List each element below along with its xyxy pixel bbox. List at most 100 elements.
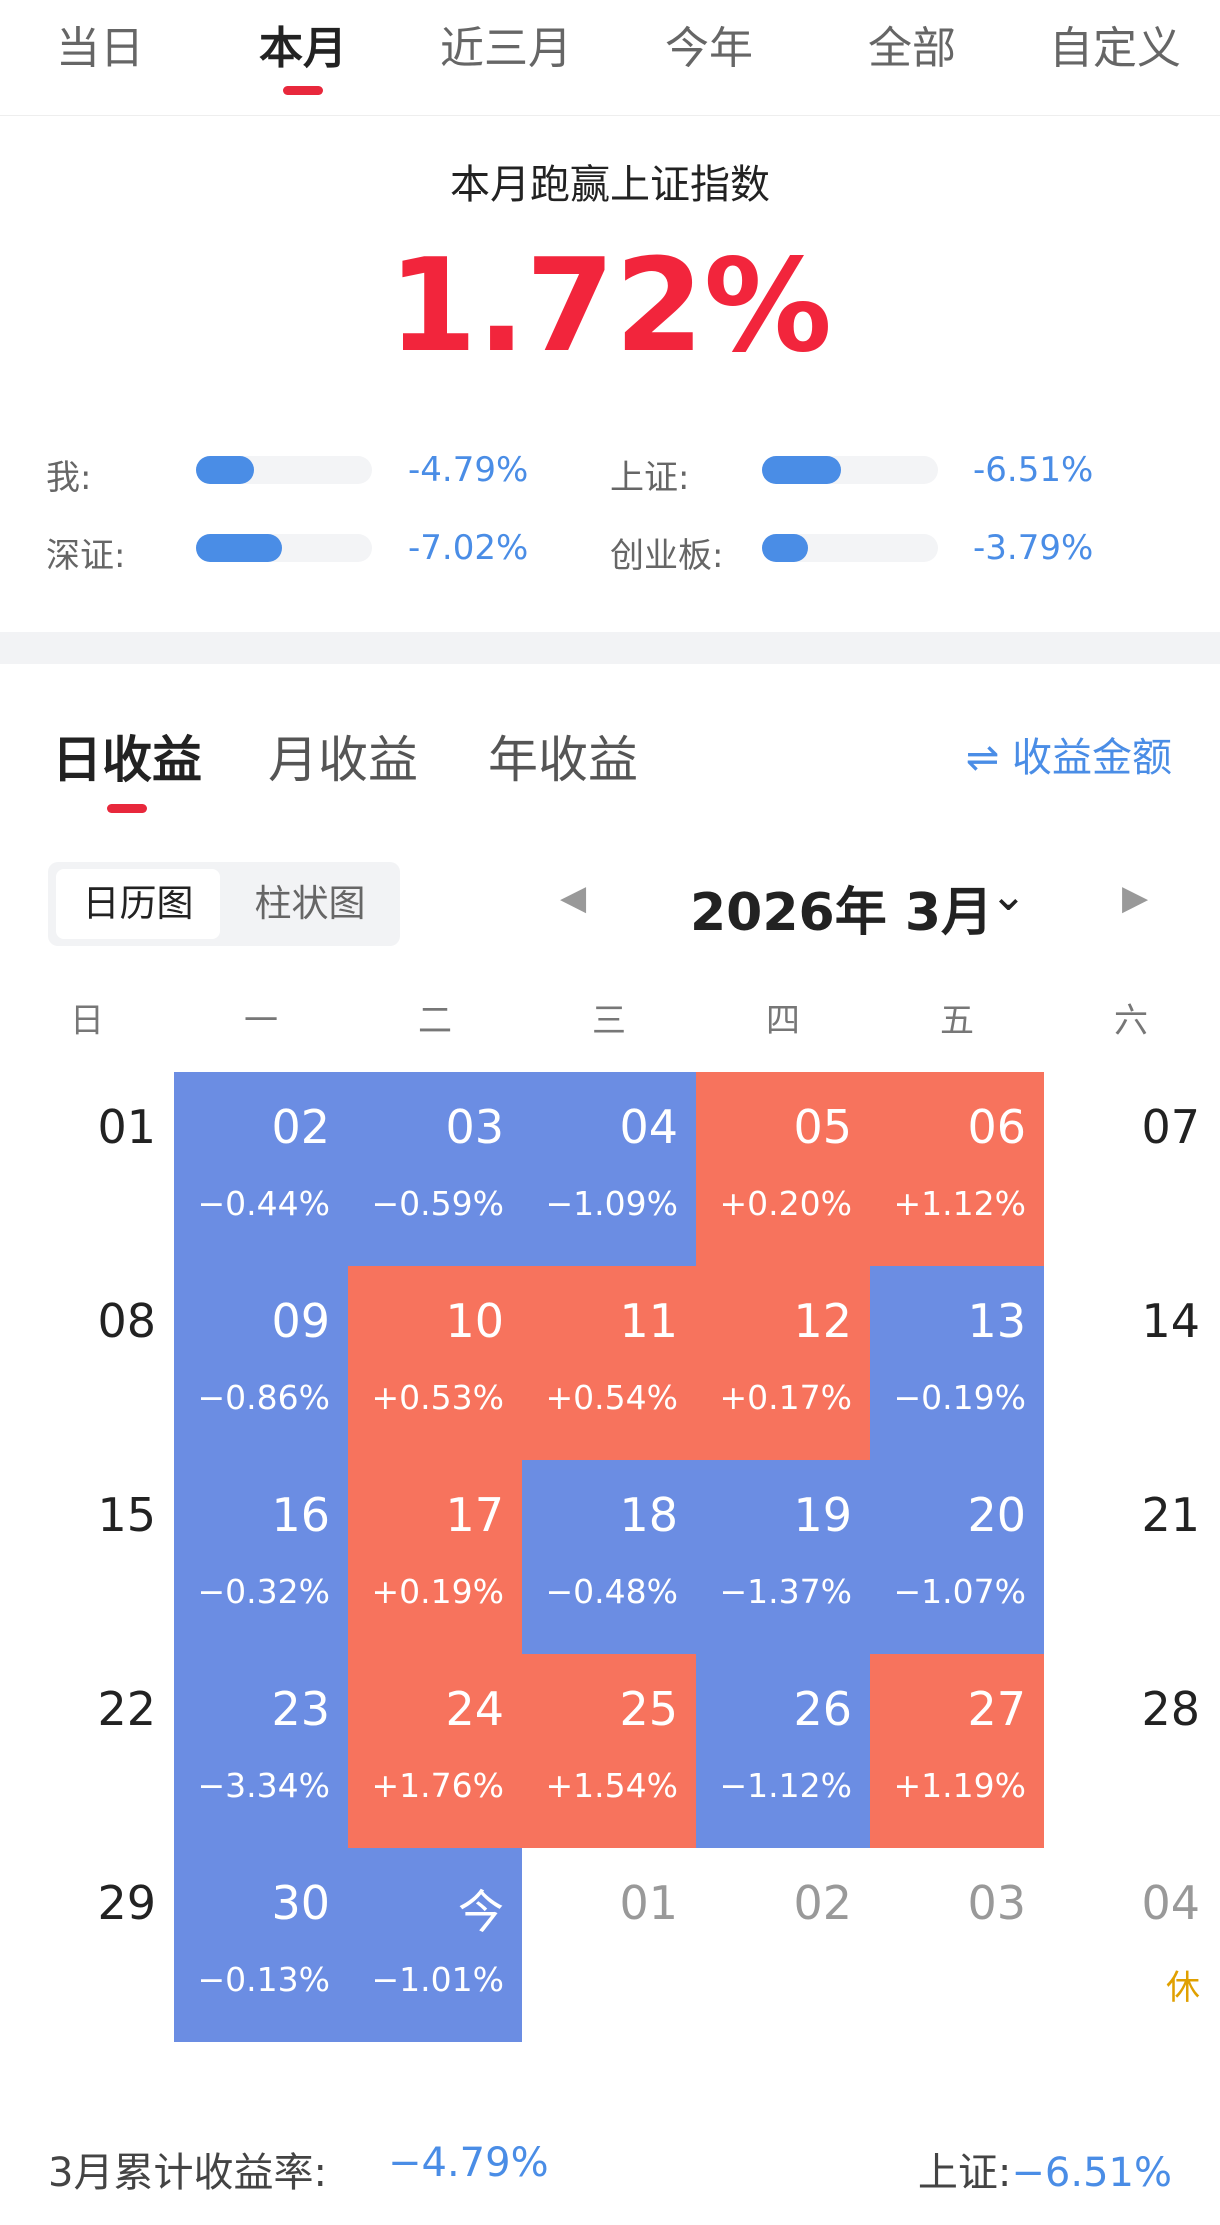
calendar-day-number: 16	[271, 1488, 330, 1542]
calendar-day-cell[interactable]: 05 +0.20%	[696, 1072, 870, 1266]
calendar-day-cell[interactable]: 19 −1.37%	[696, 1460, 870, 1654]
calendar-day-cell[interactable]: 今 −1.01%	[348, 1848, 522, 2042]
calendar-day-number: 21	[1141, 1488, 1200, 1542]
cmp-value-chinext: -3.79%	[973, 528, 1094, 568]
cmp-label-shenzhen: 深证:	[46, 536, 126, 576]
cmp-bar-fill	[762, 534, 808, 562]
cmp-bar-mine	[196, 456, 372, 484]
calendar-day-cell[interactable]: 13 −0.19%	[870, 1266, 1044, 1460]
calendar-day-number: 04	[619, 1100, 678, 1154]
cmp-label-chinext: 创业板:	[610, 536, 724, 576]
index-return-label: 上证:	[917, 2150, 1012, 2196]
tab-all[interactable]: 全部	[868, 23, 956, 74]
calendar-day-number: 01	[619, 1876, 678, 1930]
calendar-day-return: +0.54%	[545, 1378, 678, 1417]
cmp-bar-fill	[762, 456, 842, 484]
calendar-day-cell: 08	[0, 1266, 174, 1460]
cmp-label-shanghai: 上证:	[610, 458, 690, 498]
calendar-day-cell[interactable]: 20 −1.07%	[870, 1460, 1044, 1654]
calendar-day-cell: 14	[1044, 1266, 1218, 1460]
calendar-day-number: 08	[97, 1294, 156, 1348]
calendar-day-number: 04	[1141, 1876, 1200, 1930]
weekday-3: 三	[592, 1001, 626, 1041]
view-toggle: 日历图 柱状图	[48, 862, 400, 946]
calendar-day-cell[interactable]: 02 −0.44%	[174, 1072, 348, 1266]
calendar-day-cell: 22	[0, 1654, 174, 1848]
calendar-day-return: −1.01%	[371, 1960, 504, 1999]
calendar-day-cell[interactable]: 10 +0.53%	[348, 1266, 522, 1460]
calendar-day-cell[interactable]: 03 −0.59%	[348, 1072, 522, 1266]
tab-this-year[interactable]: 今年	[665, 23, 753, 74]
calendar-day-cell[interactable]: 12 +0.17%	[696, 1266, 870, 1460]
calendar-day-cell: 29	[0, 1848, 174, 2042]
calendar-day-number: 05	[793, 1100, 852, 1154]
calendar-day-return: −1.07%	[893, 1572, 1026, 1611]
tab-today[interactable]: 当日	[56, 23, 144, 74]
toggle-amount-label: 收益金额	[1012, 735, 1172, 781]
beat-index-title: 本月跑赢上证指数	[450, 162, 770, 208]
cmp-bar-fill	[196, 534, 283, 562]
toggle-amount-button[interactable]: ⇌ 收益金额	[966, 725, 1172, 783]
calendar-day-number: 02	[793, 1876, 852, 1930]
calendar-day-cell[interactable]: 17 +0.19%	[348, 1460, 522, 1654]
calendar-day-return: +1.54%	[545, 1766, 678, 1805]
calendar-day-number: 25	[619, 1682, 678, 1736]
cmp-value-shenzhen: -7.02%	[408, 528, 529, 568]
calendar-day-return: +0.20%	[719, 1184, 852, 1223]
calendar-day-number: 17	[445, 1488, 504, 1542]
tab-this-month[interactable]: 本月	[259, 23, 347, 74]
calendar-day-cell[interactable]: 09 −0.86%	[174, 1266, 348, 1460]
cumulative-return-label: 3月累计收益率:	[48, 2150, 327, 2196]
calendar-day-cell[interactable]: 06 +1.12%	[870, 1072, 1044, 1266]
triangle-left-icon[interactable]: ◀	[560, 878, 587, 918]
calendar-day-number: 30	[271, 1876, 330, 1930]
calendar-day-number: 10	[445, 1294, 504, 1348]
triangle-right-icon[interactable]: ▶	[1122, 878, 1149, 918]
calendar-day-cell[interactable]: 23 −3.34%	[174, 1654, 348, 1848]
tab-three-months[interactable]: 近三月	[440, 23, 572, 74]
bar-chart-view-button[interactable]: 柱状图	[254, 882, 366, 925]
tab-daily-return[interactable]: 日收益	[52, 731, 202, 789]
calendar-day-number: 18	[619, 1488, 678, 1542]
calendar-day-number: 29	[97, 1876, 156, 1930]
calendar-day-return: +1.19%	[893, 1766, 1026, 1805]
calendar-day-cell: 02	[696, 1848, 870, 2042]
calendar-day-number: 03	[445, 1100, 504, 1154]
calendar-day-return: +0.19%	[371, 1572, 504, 1611]
calendar-day-cell[interactable]: 25 +1.54%	[522, 1654, 696, 1848]
tab-monthly-return[interactable]: 月收益	[268, 731, 418, 789]
calendar-day-cell[interactable]: 30 −0.13%	[174, 1848, 348, 2042]
calendar-day-cell[interactable]: 16 −0.32%	[174, 1460, 348, 1654]
calendar-day-number: 20	[967, 1488, 1026, 1542]
calendar-day-cell: 28	[1044, 1654, 1218, 1848]
tab-yearly-return[interactable]: 年收益	[488, 731, 638, 789]
cmp-value-mine: -4.79%	[408, 450, 529, 490]
chevron-down-icon[interactable]: ⌄	[990, 870, 1027, 921]
calendar-day-return: −1.37%	[719, 1572, 852, 1611]
calendar-day-number: 23	[271, 1682, 330, 1736]
period-tab-bar: 当日 本月 近三月 今年 全部 自定义	[0, 0, 1220, 116]
calendar-day-number: 27	[967, 1682, 1026, 1736]
tab-custom[interactable]: 自定义	[1049, 23, 1181, 74]
weekday-4: 四	[766, 1001, 800, 1041]
calendar-day-number: 03	[967, 1876, 1026, 1930]
calendar-day-number: 14	[1141, 1294, 1200, 1348]
month-label[interactable]: 2026年 3月	[690, 883, 994, 943]
calendar-day-return: −1.09%	[545, 1184, 678, 1223]
calendar-day-cell[interactable]: 24 +1.76%	[348, 1654, 522, 1848]
cmp-bar-shanghai	[762, 456, 938, 484]
calendar-day-return: +1.12%	[893, 1184, 1026, 1223]
calendar-day-number: 11	[619, 1294, 678, 1348]
calendar-day-number: 15	[97, 1488, 156, 1542]
section-divider	[0, 632, 1220, 664]
cmp-bar-chinext	[762, 534, 938, 562]
calendar-day-number: 13	[967, 1294, 1026, 1348]
cmp-label-mine: 我:	[46, 458, 92, 498]
calendar-view-button[interactable]: 日历图	[56, 869, 220, 939]
calendar-day-cell[interactable]: 26 −1.12%	[696, 1654, 870, 1848]
cmp-value-shanghai: -6.51%	[973, 450, 1094, 490]
calendar-day-cell[interactable]: 11 +0.54%	[522, 1266, 696, 1460]
calendar-day-cell[interactable]: 18 −0.48%	[522, 1460, 696, 1654]
calendar-day-cell[interactable]: 27 +1.19%	[870, 1654, 1044, 1848]
calendar-day-cell[interactable]: 04 −1.09%	[522, 1072, 696, 1266]
